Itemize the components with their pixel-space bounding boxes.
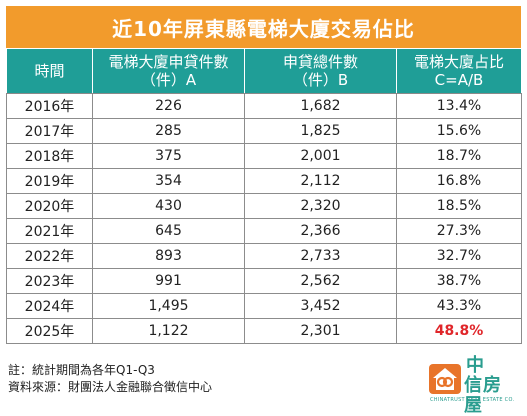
cell-elevator-count: 375	[92, 143, 245, 169]
table-row: 2019年 354 2,112 16.8%	[6, 168, 522, 194]
cell-elevator-count: 1,122	[92, 318, 245, 344]
logo-line2: 信房屋	[464, 375, 502, 416]
header-ratio-line2: C=A/B	[434, 71, 484, 89]
cell-total-count: 1,825	[244, 118, 397, 144]
footnote-period: 註：統計期間為各年Q1-Q3	[8, 363, 155, 377]
cell-elevator-count: 354	[92, 168, 245, 194]
cell-ratio: 43.3%	[396, 293, 522, 319]
cell-year: 2023年	[6, 268, 93, 294]
header-year: 時間	[6, 48, 93, 94]
title-bar: 近10年屏東縣電梯大廈交易佔比	[6, 6, 521, 48]
header-total-count-line2: （件）B	[292, 71, 349, 89]
cell-elevator-count: 645	[92, 218, 245, 244]
cell-ratio: 27.3%	[396, 218, 522, 244]
cell-year: 2020年	[6, 193, 93, 219]
cell-ratio: 15.6%	[396, 118, 522, 144]
table-row: 2017年 285 1,825 15.6%	[6, 118, 522, 144]
header-total-count-line1: 申貸總件數	[282, 53, 358, 71]
cell-total-count: 2,001	[244, 143, 397, 169]
header-total-count: 申貸總件數 （件）B	[244, 48, 397, 94]
cell-ratio: 18.7%	[396, 143, 522, 169]
table-row: 2018年 375 2,001 18.7%	[6, 143, 522, 169]
table-row: 2020年 430 2,320 18.5%	[6, 193, 522, 219]
table-row: 2025年 1,122 2,301 48.8%	[6, 318, 522, 344]
cell-ratio: 16.8%	[396, 168, 522, 194]
cell-elevator-count: 430	[92, 193, 245, 219]
logo-english: CHINATRUST REAL ESTATE CO.	[430, 397, 515, 403]
table-row: 2024年 1,495 3,452 43.3%	[6, 293, 522, 319]
cell-elevator-count: 226	[92, 93, 245, 119]
header-year-label: 時間	[34, 62, 65, 80]
cell-year: 2021年	[6, 218, 93, 244]
header-ratio: 電梯大廈占比 C=A/B	[396, 48, 522, 94]
cell-elevator-count: 991	[92, 268, 245, 294]
header-elevator-count-line1: 電梯大廈申貸件數	[108, 53, 229, 71]
cell-total-count: 2,301	[244, 318, 397, 344]
header-elevator-count: 電梯大廈申貸件數 （件）A	[92, 48, 245, 94]
logo-line1: 中	[466, 355, 485, 376]
table-row: 2021年 645 2,366 27.3%	[6, 218, 522, 244]
cell-year: 2022年	[6, 243, 93, 269]
cell-elevator-count: 285	[92, 118, 245, 144]
cell-ratio: 18.5%	[396, 193, 522, 219]
cell-total-count: 2,366	[244, 218, 397, 244]
cell-ratio-highlight: 48.8%	[396, 318, 522, 344]
cell-elevator-count: 893	[92, 243, 245, 269]
cell-total-count: 2,562	[244, 268, 397, 294]
cell-ratio: 13.4%	[396, 93, 522, 119]
cell-ratio: 38.7%	[396, 268, 522, 294]
header-row: 時間 電梯大廈申貸件數 （件）A 申貸總件數 （件）B 電梯大廈占比 C=A/B	[6, 48, 522, 94]
header-elevator-count-line2: （件）A	[140, 71, 197, 89]
cell-year: 2016年	[6, 93, 93, 119]
cell-year: 2025年	[6, 318, 93, 344]
page-title: 近10年屏東縣電梯大廈交易佔比	[112, 16, 415, 41]
cell-total-count: 2,733	[244, 243, 397, 269]
cell-total-count: 2,320	[244, 193, 397, 219]
cell-elevator-count: 1,495	[92, 293, 245, 319]
cell-year: 2018年	[6, 143, 93, 169]
table-row: 2023年 991 2,562 38.7%	[6, 268, 522, 294]
house-logo-icon	[429, 364, 461, 394]
cell-total-count: 2,112	[244, 168, 397, 194]
cell-total-count: 3,452	[244, 293, 397, 319]
cell-ratio: 32.7%	[396, 243, 522, 269]
cell-year: 2019年	[6, 168, 93, 194]
table-row: 2016年 226 1,682 13.4%	[6, 93, 522, 119]
data-table: 時間 電梯大廈申貸件數 （件）A 申貸總件數 （件）B 電梯大廈占比 C=A/B…	[6, 48, 522, 344]
header-ratio-line1: 電梯大廈占比	[413, 53, 504, 71]
logo-wordmark: 中 信房屋	[464, 356, 520, 416]
cell-year: 2024年	[6, 293, 93, 319]
footnote-source: 資料來源：財團法人金融聯合徵信中心	[8, 380, 213, 394]
cell-year: 2017年	[6, 118, 93, 144]
cell-total-count: 1,682	[244, 93, 397, 119]
chinatrust-logo: 中 信房屋 CHINATRUST REAL ESTATE CO.	[428, 355, 520, 416]
table-row: 2022年 893 2,733 32.7%	[6, 243, 522, 269]
